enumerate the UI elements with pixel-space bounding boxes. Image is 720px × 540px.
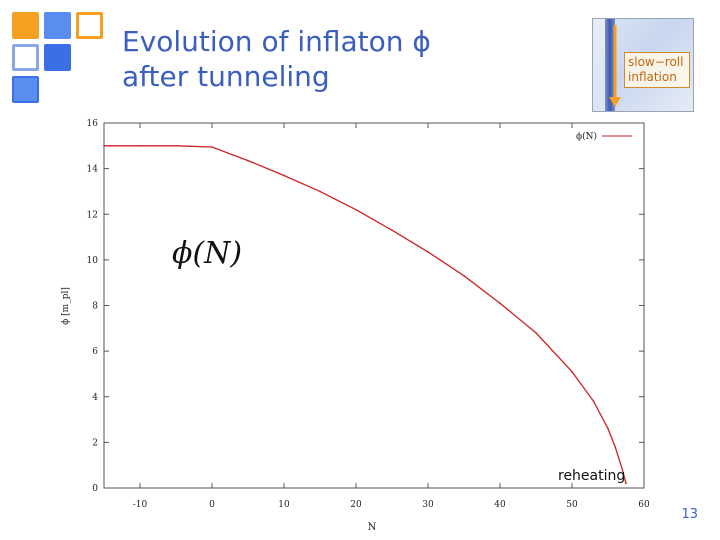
data-point — [355, 208, 357, 211]
plot-frame — [103, 122, 645, 489]
data-point — [499, 302, 501, 305]
x-tick-label: 50 — [566, 500, 578, 510]
data-point — [139, 145, 141, 147]
logo-square — [44, 44, 71, 71]
x-tick-label: 0 — [209, 500, 215, 510]
slide-title-line: after tunneling — [122, 60, 330, 93]
inset-label-line: inflation — [628, 70, 677, 84]
reheating-label: reheating — [558, 468, 626, 484]
logo-square — [12, 44, 39, 71]
phi-annotation: ϕ(N) — [172, 236, 243, 271]
inset-label-line: slow−roll — [628, 55, 684, 69]
data-point — [427, 251, 429, 253]
series-points — [103, 145, 627, 485]
x-tick-label: 40 — [494, 500, 506, 510]
page-number: 13 — [681, 507, 698, 522]
y-tick-label: 0 — [92, 484, 98, 494]
data-point — [621, 468, 624, 471]
data-point — [614, 446, 616, 448]
logo-square — [12, 12, 39, 39]
data-point — [571, 370, 573, 373]
y-tick-label: 8 — [92, 302, 98, 312]
y-tick-label: 14 — [87, 165, 99, 175]
inset-stripe — [605, 19, 615, 111]
x-axis-label: N — [368, 522, 377, 533]
data-point — [625, 482, 627, 485]
data-point — [175, 145, 177, 147]
data-point — [247, 159, 249, 162]
data-point — [319, 190, 321, 193]
x-tick-label: 60 — [638, 500, 650, 510]
data-point — [283, 174, 285, 177]
y-tick-label: 2 — [92, 438, 98, 448]
data-point — [607, 427, 609, 430]
data-point — [592, 400, 595, 403]
legend-entry: ϕ(N) — [576, 131, 597, 142]
slide-title: Evolution of inflaton ϕ after tunneling — [122, 24, 431, 94]
x-tick-label: 10 — [278, 500, 290, 510]
y-axis-label: ϕ [m_pl] — [61, 287, 71, 325]
y-tick-label: 10 — [87, 256, 99, 266]
data-point — [463, 275, 465, 277]
x-tick-label: 20 — [350, 500, 362, 510]
logo-square — [44, 12, 71, 39]
y-tick-label: 12 — [87, 210, 98, 220]
data-point — [391, 229, 393, 232]
inset-label: slow−roll inflation — [624, 52, 690, 88]
series-line-phi — [104, 145, 627, 484]
inset-arrow — [609, 25, 621, 107]
y-tick-label: 4 — [92, 393, 98, 403]
data-point — [103, 145, 105, 147]
axis-ticks: -10 0 10 20 30 40 50 60 0 2 4 6 8 10 12 14 16 — [87, 119, 650, 510]
logo-square — [12, 76, 39, 103]
logo-square — [76, 12, 103, 39]
data-point — [211, 146, 213, 148]
slide-title-line: Evolution of inflaton ϕ — [122, 25, 431, 58]
x-tick-label: -10 — [133, 500, 148, 510]
y-tick-label: 16 — [87, 119, 99, 129]
x-tick-label: 30 — [422, 500, 434, 510]
y-tick-label: 6 — [92, 347, 98, 357]
data-point — [535, 332, 537, 334]
